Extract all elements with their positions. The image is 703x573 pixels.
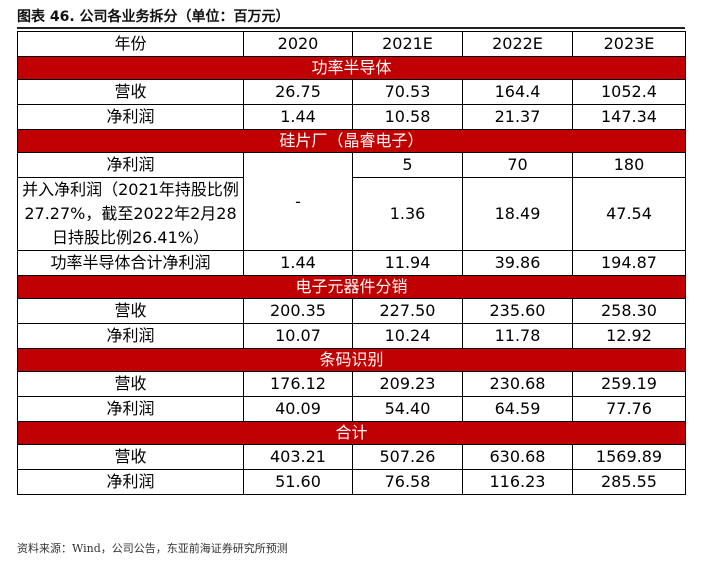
row-label: 营收 <box>17 298 244 324</box>
data-row: 净利润 51.60 76.58 116.23 285.55 <box>17 469 686 495</box>
value-cell: 76.58 <box>352 469 463 495</box>
section-row: 合计 <box>17 421 686 445</box>
value-cell: 40.09 <box>243 396 353 422</box>
header-cell: 2021E <box>352 31 463 57</box>
header-row: 年份 2020 2021E 2022E 2023E <box>17 31 686 57</box>
header-cell: 2020 <box>243 31 353 57</box>
data-row: 营收 200.35 227.50 235.60 258.30 <box>17 298 686 324</box>
value-cell: 47.54 <box>572 177 686 251</box>
value-cell: 70 <box>462 152 573 178</box>
row-label: 净利润 <box>17 152 244 178</box>
table-body: 年份 2020 2021E 2022E 2023E 功率半导体 营收 26.75 70.53 16… <box>17 31 686 495</box>
data-row: 净利润 40.09 54.40 64.59 77.76 <box>17 396 686 422</box>
value-cell: 258.30 <box>572 298 686 324</box>
data-row: 营收 26.75 70.53 164.4 1052.4 <box>17 79 686 105</box>
title-rule <box>17 27 685 29</box>
value-cell: 180 <box>572 152 686 178</box>
row-label: 营收 <box>17 444 244 470</box>
data-row: 净利润 10.07 10.24 11.78 12.92 <box>17 323 686 349</box>
value-cell: 54.40 <box>352 396 463 422</box>
value-cell: 10.58 <box>352 104 463 130</box>
data-row: 营收 176.12 209.23 230.68 259.19 <box>17 371 686 397</box>
header-cell: 2023E <box>572 31 686 57</box>
value-cell: 11.94 <box>352 250 463 276</box>
value-cell: 21.37 <box>462 104 573 130</box>
value-cell: 10.24 <box>352 323 463 349</box>
row-label: 净利润 <box>17 469 244 495</box>
value-cell: 230.68 <box>462 371 573 397</box>
value-cell: 77.76 <box>572 396 686 422</box>
section-row: 硅片厂（晶睿电子） <box>17 129 686 153</box>
row-label: 净利润 <box>17 323 244 349</box>
value-cell: 403.21 <box>243 444 353 470</box>
value-cell: 285.55 <box>572 469 686 495</box>
value-cell: 507.26 <box>352 444 463 470</box>
row-label: 并入净利润（2021年持股比例27.27%，截至2022年2月28日持股比例26… <box>17 177 244 251</box>
row-label: 功率半导体合计净利润 <box>17 250 244 276</box>
section-row: 功率半导体 <box>17 56 686 80</box>
source-note: 资料来源：Wind，公司公告，东亚前海证券研究所预测 <box>17 542 288 555</box>
value-cell: 64.59 <box>462 396 573 422</box>
business-table: 年份 2020 2021E 2022E 2023E 功率半导体 营收 26.75 70.53 16… <box>17 31 686 495</box>
value-cell: 1.44 <box>243 104 353 130</box>
section-row: 电子元器件分销 <box>17 275 686 299</box>
value-cell: 200.35 <box>243 298 353 324</box>
title: 图表 46. 公司各业务拆分（单位：百万元） <box>17 9 290 25</box>
data-row: 功率半导体合计净利润 1.44 11.94 39.86 194.87 <box>17 250 686 276</box>
row-label: 营收 <box>17 371 244 397</box>
value-cell: 235.60 <box>462 298 573 324</box>
row-label: 营收 <box>17 79 244 105</box>
value-cell: 1.44 <box>243 250 353 276</box>
value-cell: 1.36 <box>352 177 463 251</box>
row-label: 净利润 <box>17 104 244 130</box>
data-row: 营收 403.21 507.26 630.68 1569.89 <box>17 444 686 470</box>
data-row: 并入净利润（2021年持股比例27.27%，截至2022年2月28日持股比例26… <box>17 177 686 251</box>
value-cell: 164.4 <box>462 79 573 105</box>
value-cell: 259.19 <box>572 371 686 397</box>
section-title: 电子元器件分销 <box>17 275 686 299</box>
section-title: 合计 <box>17 421 686 445</box>
section-row: 条码识别 <box>17 348 686 372</box>
value-cell: 18.49 <box>462 177 573 251</box>
value-cell: 1052.4 <box>572 79 686 105</box>
section-title: 硅片厂（晶睿电子） <box>17 129 686 153</box>
value-cell: 227.50 <box>352 298 463 324</box>
header-cell: 年份 <box>17 31 244 57</box>
value-cell: 116.23 <box>462 469 573 495</box>
value-cell: 11.78 <box>462 323 573 349</box>
value-cell: 1569.89 <box>572 444 686 470</box>
value-cell: 12.92 <box>572 323 686 349</box>
row-label: 净利润 <box>17 396 244 422</box>
value-cell: 5 <box>352 152 463 178</box>
value-cell: 51.60 <box>243 469 353 495</box>
value-cell: 630.68 <box>462 444 573 470</box>
value-cell: 26.75 <box>243 79 353 105</box>
data-row: 净利润 -5 70 180 <box>17 152 686 251</box>
value-cell: 70.53 <box>352 79 463 105</box>
value-cell: 194.87 <box>572 250 686 276</box>
section-title: 功率半导体 <box>17 56 686 80</box>
value-cell: 209.23 <box>352 371 463 397</box>
header-cell: 2022E <box>462 31 573 57</box>
value-cell: 176.12 <box>243 371 353 397</box>
value-cell: 39.86 <box>462 250 573 276</box>
section-title: 条码识别 <box>17 348 686 372</box>
value-cell: - <box>243 152 353 251</box>
value-cell: 147.34 <box>572 104 686 130</box>
data-row: 净利润 1.44 10.58 21.37 147.34 <box>17 104 686 130</box>
value-cell: 10.07 <box>243 323 353 349</box>
